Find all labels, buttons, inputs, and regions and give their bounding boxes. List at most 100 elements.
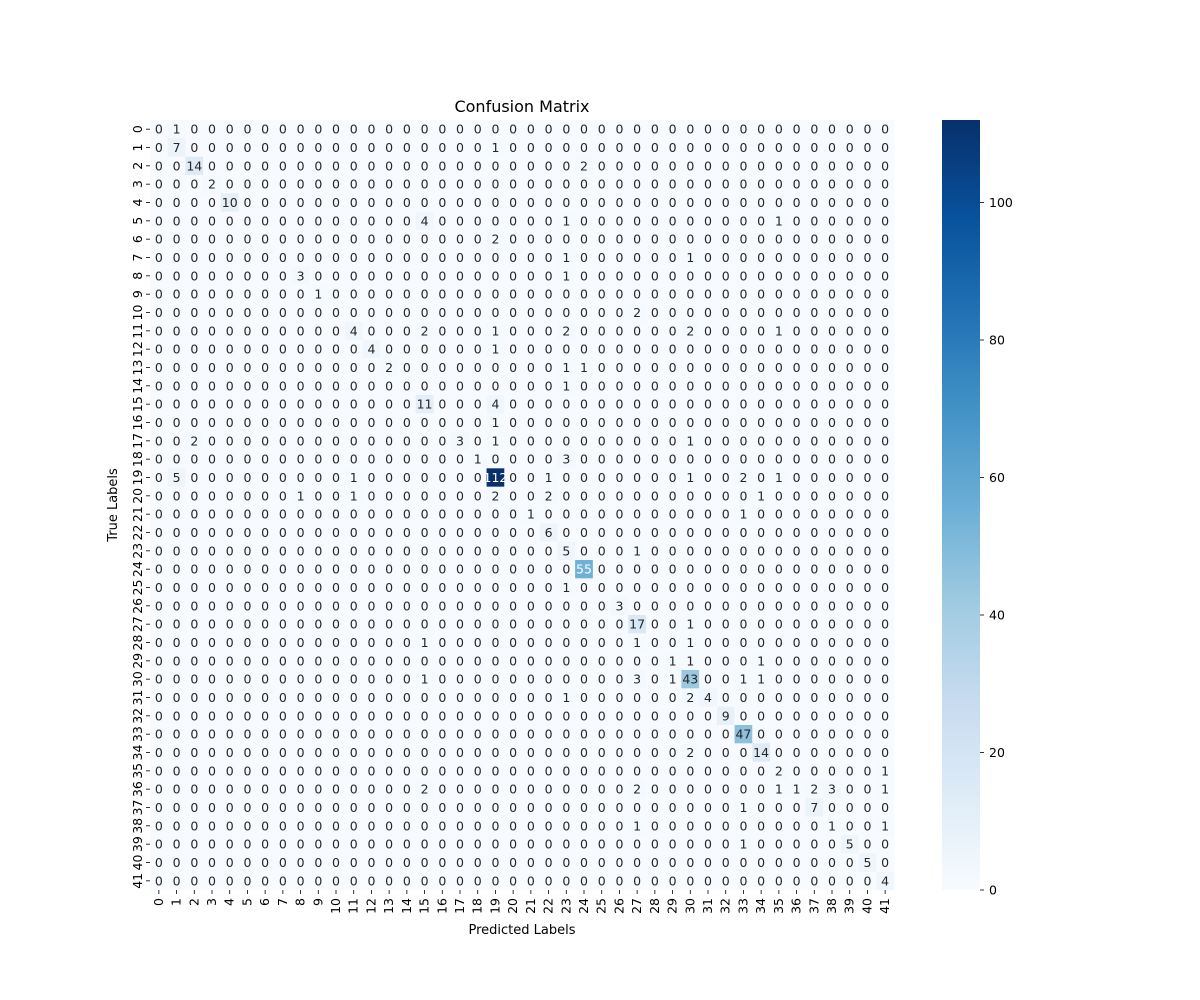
heatmap-cell [805,175,824,194]
cell-value-label: 0 [350,268,358,283]
cell-value-label: 0 [456,708,464,723]
cell-value-label: 0 [279,708,287,723]
cell-value-label: 0 [261,507,269,522]
cell-value-label: 0 [403,378,411,393]
cell-value-label: 0 [155,177,163,192]
cell-value-label: 0 [438,397,446,412]
cell-value-label: 0 [421,342,429,357]
cell-value-label: 0 [863,763,871,778]
cell-value-label: 0 [332,672,340,687]
cell-value-label: 0 [367,745,375,760]
cell-value-label: 0 [385,305,393,320]
heatmap-cell [380,138,399,157]
heatmap-cell [592,120,611,139]
cell-value-label: 0 [527,195,535,210]
cell-value-label: 0 [226,360,234,375]
heatmap-cell [203,285,222,304]
y-tick-label: 5 [130,217,145,225]
cell-value-label: 0 [739,635,747,650]
cell-value-label: 0 [633,195,641,210]
cell-value-label: 0 [598,250,606,265]
cell-value-label: 0 [403,580,411,595]
x-tick-label: 40 [859,898,874,914]
cell-value-label: 0 [580,598,588,613]
cell-value-label: 0 [314,250,322,265]
cell-value-label: 0 [615,543,623,558]
heatmap-cell [610,266,629,286]
cell-value-label: 0 [793,397,801,412]
cell-value-label: 0 [810,195,818,210]
cell-value-label: 0 [474,232,482,247]
heatmap-cell [628,193,647,212]
cell-value-label: 0 [651,672,659,687]
cell-value-label: 0 [669,617,677,632]
cell-value-label: 0 [297,708,305,723]
heatmap-cell [628,175,647,194]
cell-value-label: 0 [545,562,553,577]
cell-value-label: 0 [279,360,287,375]
heatmap-cell [557,248,576,267]
colorbar [942,120,980,890]
cell-value-label: 0 [367,598,375,613]
heatmap-cell [646,138,665,157]
cell-value-label: 0 [314,562,322,577]
cell-value-label: 0 [704,800,712,815]
cell-value-label: 0 [297,525,305,540]
cell-value-label: 0 [598,232,606,247]
cell-value-label: 0 [863,250,871,265]
cell-value-label: 0 [243,782,251,797]
cell-value-label: 0 [314,268,322,283]
cell-value-label: 0 [615,745,623,760]
cell-value-label: 0 [155,378,163,393]
cell-value-label: 0 [775,855,783,870]
cell-value-label: 0 [190,177,198,192]
cell-value-label: 0 [403,837,411,852]
cell-value-label: 0 [615,507,623,522]
cell-value-label: 0 [243,232,251,247]
cell-value-label: 0 [491,818,499,833]
heatmap-cell [539,211,558,231]
cell-value-label: 0 [456,873,464,888]
cell-value-label: 0 [261,232,269,247]
heatmap-cell [291,120,310,139]
cell-value-label: 0 [350,580,358,595]
cell-value-label: 0 [474,800,482,815]
cell-value-label: 0 [615,763,623,778]
cell-value-label: 0 [757,525,765,540]
cell-value-label: 0 [704,763,712,778]
cell-value-label: 0 [173,360,181,375]
cell-value-label: 0 [261,672,269,687]
heatmap-cell [291,138,310,157]
cell-value-label: 0 [527,672,535,687]
cell-value-label: 0 [243,525,251,540]
cell-value-label: 0 [403,305,411,320]
cell-value-label: 0 [669,397,677,412]
cell-value-label: 0 [509,177,517,192]
cell-value-label: 0 [828,507,836,522]
cell-value-label: 0 [775,543,783,558]
cell-value-label: 0 [456,415,464,430]
cell-value-label: 0 [279,855,287,870]
cell-value-label: 0 [226,433,234,448]
heatmap-cell [840,211,859,231]
heatmap-cell [522,266,541,286]
cell-value-label: 0 [545,507,553,522]
cell-value-label: 1 [881,782,889,797]
cell-value-label: 0 [226,818,234,833]
cell-value-label: 0 [739,488,747,503]
cell-value-label: 0 [297,855,305,870]
cell-value-label: 0 [509,855,517,870]
cell-value-label: 0 [226,727,234,742]
cell-value-label: 0 [863,672,871,687]
cell-value-label: 0 [775,268,783,283]
cell-value-label: 0 [314,195,322,210]
heatmap-cell [699,230,718,249]
cell-value-label: 0 [651,818,659,833]
heatmap-cell [858,175,877,194]
heatmap-cell [185,248,204,267]
cell-value-label: 0 [615,672,623,687]
y-tick-label: 14 [130,378,145,394]
cell-value-label: 0 [279,415,287,430]
heatmap-cell [468,248,487,267]
heatmap-cell [150,230,169,249]
